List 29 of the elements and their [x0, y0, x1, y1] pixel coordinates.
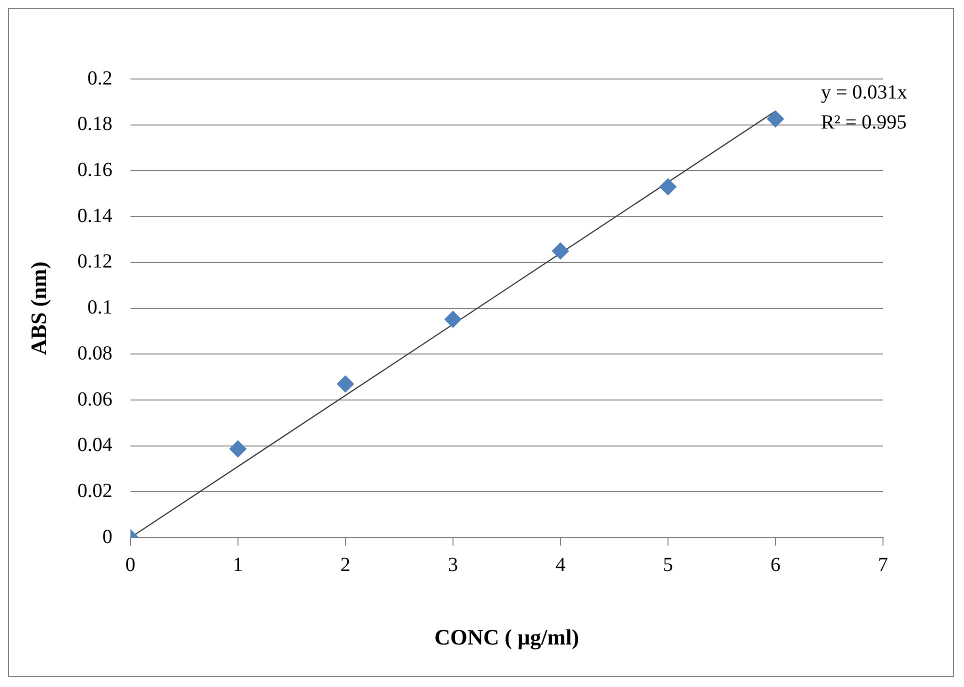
- y-tick-label: 0.08: [77, 342, 112, 364]
- y-tick-label: 0: [102, 526, 112, 548]
- x-tick-label: 3: [448, 554, 458, 576]
- annotation: y = 0.031x: [821, 81, 908, 104]
- y-tick-label: 0.04: [77, 434, 112, 456]
- x-tick-label: 2: [340, 554, 350, 576]
- point: [766, 110, 784, 128]
- point: [444, 310, 462, 328]
- x-tick-label: 7: [878, 554, 888, 576]
- x-axis-title: CONC ( µg/ml): [434, 624, 580, 650]
- y-tick-label: 0.12: [77, 250, 112, 273]
- x-tick-label: 0: [125, 554, 136, 576]
- point: [229, 440, 246, 458]
- y-tick-label: 0.14: [77, 204, 112, 227]
- point: [552, 242, 569, 260]
- y-tick-label: 0.2: [87, 67, 112, 90]
- x-tick-label: 1: [232, 554, 243, 576]
- y-tick-label: 0.02: [77, 480, 112, 502]
- y-tick-label: 0.1: [87, 296, 112, 319]
- point: [659, 178, 676, 196]
- y-tick-label: 0.06: [77, 388, 112, 410]
- y-axis-title: ABS (nm): [26, 262, 51, 356]
- point: [336, 375, 354, 392]
- y-tick-label: 0.16: [77, 158, 112, 181]
- x-tick-label: 4: [555, 554, 566, 576]
- x-tick-label: 6: [770, 554, 780, 576]
- y-tick-label: 0.18: [77, 113, 112, 136]
- x-tick-label: 5: [662, 554, 673, 576]
- annotation: R² = 0.995: [821, 111, 907, 134]
